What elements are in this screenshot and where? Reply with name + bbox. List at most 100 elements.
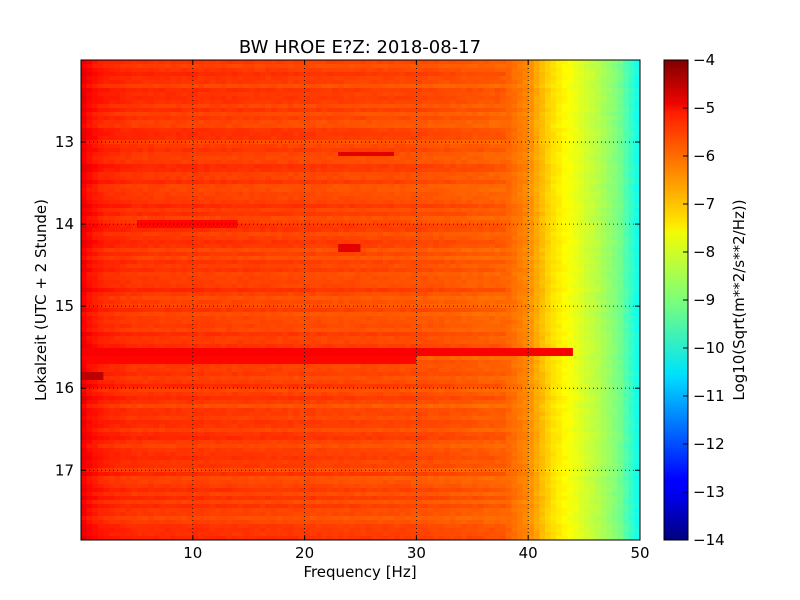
heatmap-cell [349,76,356,81]
heatmap-cell [164,168,172,173]
heatmap-cell [293,152,300,157]
heatmap-cell [377,124,384,129]
heatmap-cell [612,228,619,233]
heatmap-cell [148,64,155,69]
heatmap-cell [438,164,445,169]
heatmap-cell [209,140,216,145]
heatmap-cell [600,64,608,69]
heatmap-cell [394,244,401,249]
heatmap-cell [584,144,591,149]
heatmap-cell [209,100,216,105]
heatmap-cell [209,252,216,257]
heatmap-cell [533,248,540,253]
heatmap-cell [315,176,322,181]
heatmap-cell [477,200,485,205]
heatmap-cell [131,108,138,113]
heatmap-cell [421,148,429,153]
heatmap-cell [511,92,518,97]
heatmap-cell [203,156,211,161]
heatmap-cell [567,160,574,165]
heatmap-cell [192,252,199,257]
heatmap-cell [628,172,636,177]
heatmap-cell [433,120,440,125]
heatmap-cell [589,160,596,165]
heatmap-cell [584,72,591,77]
heatmap-cell [544,188,552,193]
heatmap-cell [299,184,306,189]
heatmap-cell [511,60,518,65]
heatmap-cell [164,112,172,117]
heatmap-cell [164,108,172,113]
heatmap-cell [550,176,557,181]
heatmap-cell [248,64,255,69]
heatmap-cell [578,96,585,101]
heatmap-cell [310,144,317,149]
heatmap-cell [192,136,199,141]
heatmap-cell [433,180,440,185]
heatmap-cell [114,244,121,249]
heatmap-cell [326,256,334,261]
heatmap-cell [125,68,132,73]
heatmap-cell [584,208,591,213]
heatmap-cell [215,88,222,93]
heatmap-cell [438,112,445,117]
heatmap-cell [533,172,540,177]
heatmap-cell [164,80,172,85]
heatmap-cell [153,244,160,249]
heatmap-cell [237,252,244,257]
heatmap-cell [304,248,311,253]
heatmap-cell [483,248,490,253]
heatmap-cell [343,156,350,161]
heatmap-cell [276,216,283,221]
heatmap-cell [634,180,640,185]
heatmap-cell [86,156,93,161]
heatmap-cell [304,236,311,241]
heatmap-cell [410,220,417,225]
heatmap-cell [282,212,289,217]
heatmap-cell [416,256,423,261]
heatmap-cell [461,128,468,133]
heatmap-cell [299,124,306,129]
heatmap-cell [427,232,434,237]
heatmap-cell [259,200,267,205]
heatmap-cell [181,148,188,153]
heatmap-cell [500,96,507,101]
heatmap-cell [131,184,138,189]
heatmap-cell [97,84,104,89]
heatmap-cell [455,220,462,225]
heatmap-cell [343,108,350,113]
heatmap-cell [159,112,166,117]
heatmap-cell [617,224,624,229]
heatmap-cell [466,160,473,165]
heatmap-cell [92,176,99,181]
heatmap-cell [539,208,546,213]
heatmap-cell [338,220,345,225]
heatmap-cell [606,128,613,133]
heatmap-cell [399,212,406,217]
heatmap-cell [315,60,322,65]
heatmap-cell [97,184,104,189]
heatmap-cell [92,188,99,193]
heatmap-cell [332,252,339,257]
heatmap-cell [572,84,580,89]
heatmap-cell [103,60,110,65]
heatmap-cell [338,120,345,125]
heatmap-cell [421,200,429,205]
heatmap-cell [438,128,445,133]
heatmap-cell [544,112,552,117]
heatmap-cell [388,212,395,217]
heatmap-cell [254,136,261,141]
heatmap-cell [203,188,211,193]
heatmap-cell [528,156,535,161]
heatmap-cell [528,72,535,77]
heatmap-cell [92,132,99,137]
heatmap-cell [511,108,518,113]
heatmap-cell [310,84,317,89]
heatmap-cell [455,200,462,205]
heatmap-cell [539,136,546,141]
heatmap-cell [332,180,339,185]
heatmap-cell [561,244,568,249]
heatmap-cell [461,180,468,185]
heatmap-cell [338,172,345,177]
